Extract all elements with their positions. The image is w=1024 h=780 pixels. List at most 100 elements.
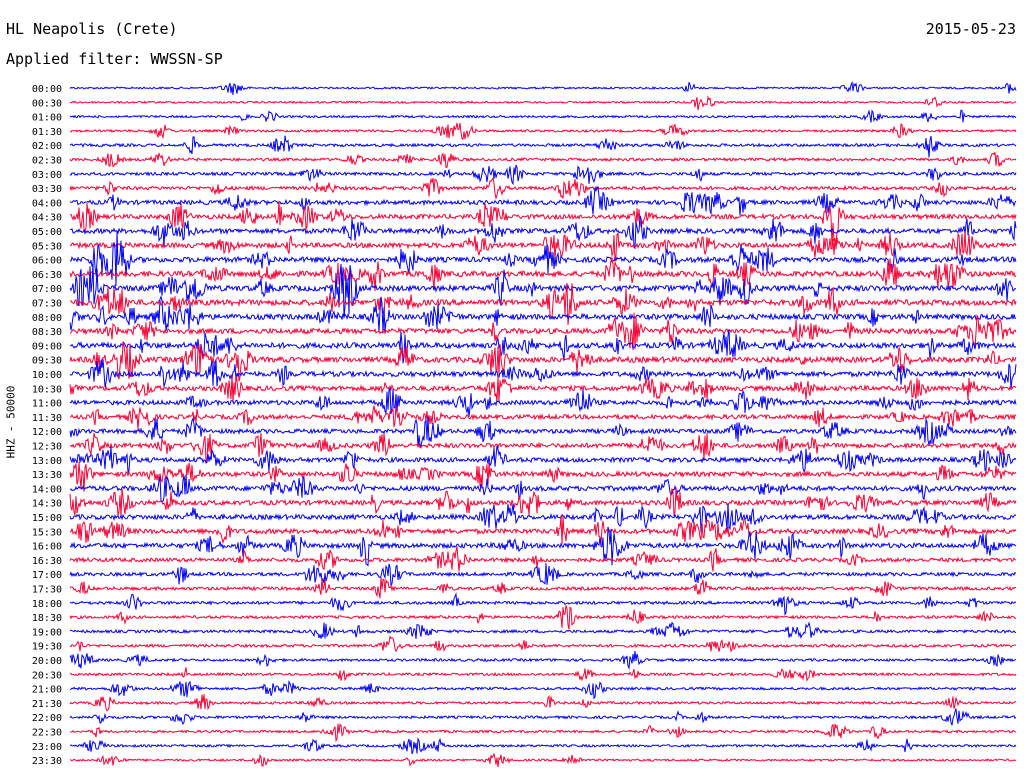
time-label: 10:30: [32, 384, 62, 395]
time-label: 04:30: [32, 213, 62, 224]
time-label: 19:00: [32, 627, 62, 638]
time-label: 05:00: [32, 227, 62, 238]
trace-line: [69, 80, 1017, 96]
trace-line: [69, 329, 1017, 364]
trace-line: [69, 708, 1017, 726]
time-label: 06:30: [32, 270, 62, 281]
time-label: 13:00: [32, 456, 62, 467]
time-label: 16:00: [32, 542, 62, 553]
trace-line: [69, 474, 1017, 502]
time-label: 07:30: [32, 299, 62, 310]
time-label: 18:00: [32, 599, 62, 610]
time-label: 03:00: [32, 170, 62, 181]
time-label: 13:30: [32, 470, 62, 481]
trace-line: [69, 341, 1017, 382]
trace-line: [69, 374, 1017, 403]
time-label: 12:00: [32, 427, 62, 438]
trace-line: [69, 723, 1017, 743]
trace-line: [69, 546, 1017, 572]
time-label: 21:00: [32, 685, 62, 696]
trace-line: [69, 445, 1017, 475]
trace-line: [69, 621, 1017, 640]
time-label: 22:00: [32, 713, 62, 724]
trace-line: [69, 404, 1017, 430]
trace-line: [69, 255, 1017, 292]
time-label: 22:30: [32, 728, 62, 739]
time-label: 11:00: [32, 399, 62, 410]
trace-line: [69, 387, 1017, 417]
time-label: 20:00: [32, 656, 62, 667]
trace-line: [69, 515, 1017, 545]
time-label: 15:30: [32, 527, 62, 538]
trace-line: [69, 416, 1017, 450]
time-label: 03:30: [32, 184, 62, 195]
trace-line: [69, 186, 1017, 216]
time-label: 14:30: [32, 499, 62, 510]
time-label: 16:30: [32, 556, 62, 567]
time-label: 07:00: [32, 284, 62, 295]
time-label: 14:00: [32, 484, 62, 495]
trace-line: [69, 592, 1017, 616]
time-label: 04:00: [32, 198, 62, 209]
trace-line: [69, 95, 1016, 111]
trace-line: [69, 215, 1017, 250]
time-label: 11:30: [32, 413, 62, 424]
time-label: 19:30: [32, 642, 62, 653]
trace-line: [69, 164, 1017, 186]
time-label: 09:30: [32, 356, 62, 367]
time-label: 01:30: [32, 127, 62, 138]
trace-line: [69, 461, 1017, 492]
trace-line: [69, 577, 1017, 599]
time-labels: 00:00 00:30 01:00 01:30 02:00 02:30 03:00 03:30…: [32, 84, 62, 767]
trace-line: [69, 433, 1017, 464]
time-label: 23:00: [32, 742, 62, 753]
trace-line: [69, 295, 1017, 334]
trace-line: [69, 605, 1017, 630]
time-label: 17:30: [32, 585, 62, 596]
trace-line: [69, 526, 1017, 567]
trace-line: [69, 122, 1017, 140]
time-label: 08:00: [32, 313, 62, 324]
time-label: 12:30: [32, 442, 62, 453]
trace-line: [69, 635, 1017, 653]
trace-line: [69, 503, 1017, 533]
trace-line: [69, 694, 1016, 712]
time-label: 18:30: [32, 613, 62, 624]
trace-line: [69, 679, 1017, 700]
station-title: HL Neapolis (Crete): [6, 20, 178, 38]
trace-line: [69, 752, 1017, 768]
time-label: 00:00: [32, 84, 62, 95]
trace-line: [69, 563, 1017, 587]
trace-line: [69, 667, 1017, 682]
time-label: 05:30: [32, 241, 62, 252]
time-label: 01:00: [32, 113, 62, 124]
time-label: 17:00: [32, 570, 62, 581]
time-label: 15:00: [32, 513, 62, 524]
time-label: 09:00: [32, 341, 62, 352]
seismic-traces: [69, 80, 1017, 768]
time-label: 20:30: [32, 670, 62, 681]
trace-line: [69, 737, 1017, 755]
time-label: 00:30: [32, 98, 62, 109]
trace-line: [69, 151, 1017, 169]
trace-line: [69, 177, 1017, 200]
trace-line: [69, 650, 1017, 671]
time-label: 06:00: [32, 256, 62, 267]
time-label: 08:30: [32, 327, 62, 338]
trace-line: [69, 263, 1017, 318]
trace-line: [69, 135, 1017, 158]
trace-line: [69, 487, 1017, 517]
time-label: 23:30: [32, 756, 62, 767]
trace-line: [69, 282, 1017, 326]
trace-line: [69, 359, 1017, 389]
trace-line: [69, 200, 1017, 247]
trace-line: [69, 109, 1017, 123]
time-label: 02:30: [32, 156, 62, 167]
trace-line: [69, 231, 1017, 286]
time-label: 21:30: [32, 699, 62, 710]
trace-line: [69, 231, 1017, 262]
time-label: 02:00: [32, 141, 62, 152]
filter-label: Applied filter: WWSSN-SP: [6, 50, 223, 68]
date-label: 2015-05-23: [925, 20, 1016, 38]
